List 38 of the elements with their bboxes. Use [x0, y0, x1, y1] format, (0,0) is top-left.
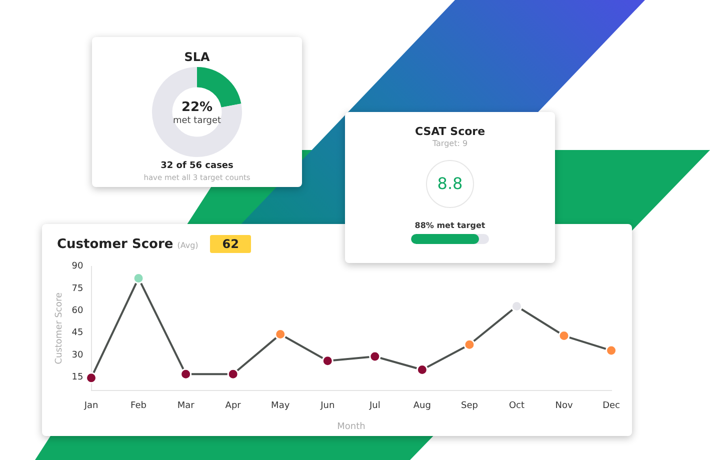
x-tick-label: Aug: [413, 401, 431, 412]
x-tick-label: Apr: [225, 401, 242, 412]
x-axis-title: Month: [337, 422, 366, 432]
x-tick-label: Jul: [368, 401, 380, 412]
chart-title: Customer Score: [57, 237, 174, 252]
point: [227, 368, 239, 380]
x-tick-label: May: [271, 401, 290, 412]
point: [369, 350, 381, 362]
y-axis-title: Customer Score: [54, 292, 65, 364]
x-tick-label: Oct: [508, 401, 525, 412]
x-tick-label: Jan: [83, 401, 98, 412]
text: 8.8: [436, 174, 464, 193]
text: CSAT Score: [414, 125, 486, 138]
point: [180, 368, 192, 380]
text: 22%: [181, 100, 213, 115]
point: [86, 372, 97, 384]
x-tick-label: Nov: [555, 401, 574, 412]
x-tick-label: Jun: [320, 401, 335, 412]
text: Target: 9: [431, 139, 469, 148]
text: 32 of 56 cases: [160, 161, 234, 171]
y-tick-label: 90: [72, 262, 84, 272]
chart-subtitle: (Avg): [177, 241, 198, 250]
y-tick-label: 60: [72, 306, 84, 316]
x-tick-label: Mar: [177, 401, 195, 412]
x-tick-label: Dec: [602, 401, 620, 412]
chart-title: SLA: [183, 50, 211, 64]
y-tick-label: 30: [72, 350, 84, 360]
y-tick-label: 45: [72, 328, 84, 338]
point: [322, 355, 334, 367]
y-tick-label: 15: [72, 372, 84, 382]
x-tick-label: Feb: [130, 401, 147, 412]
x-tick-label: Sep: [460, 401, 478, 412]
text: 62: [210, 235, 251, 253]
y-tick-label: 75: [72, 284, 84, 294]
point: [464, 338, 476, 350]
point: [274, 328, 286, 340]
text: met target: [172, 116, 222, 126]
text: 88% met target: [414, 221, 486, 230]
